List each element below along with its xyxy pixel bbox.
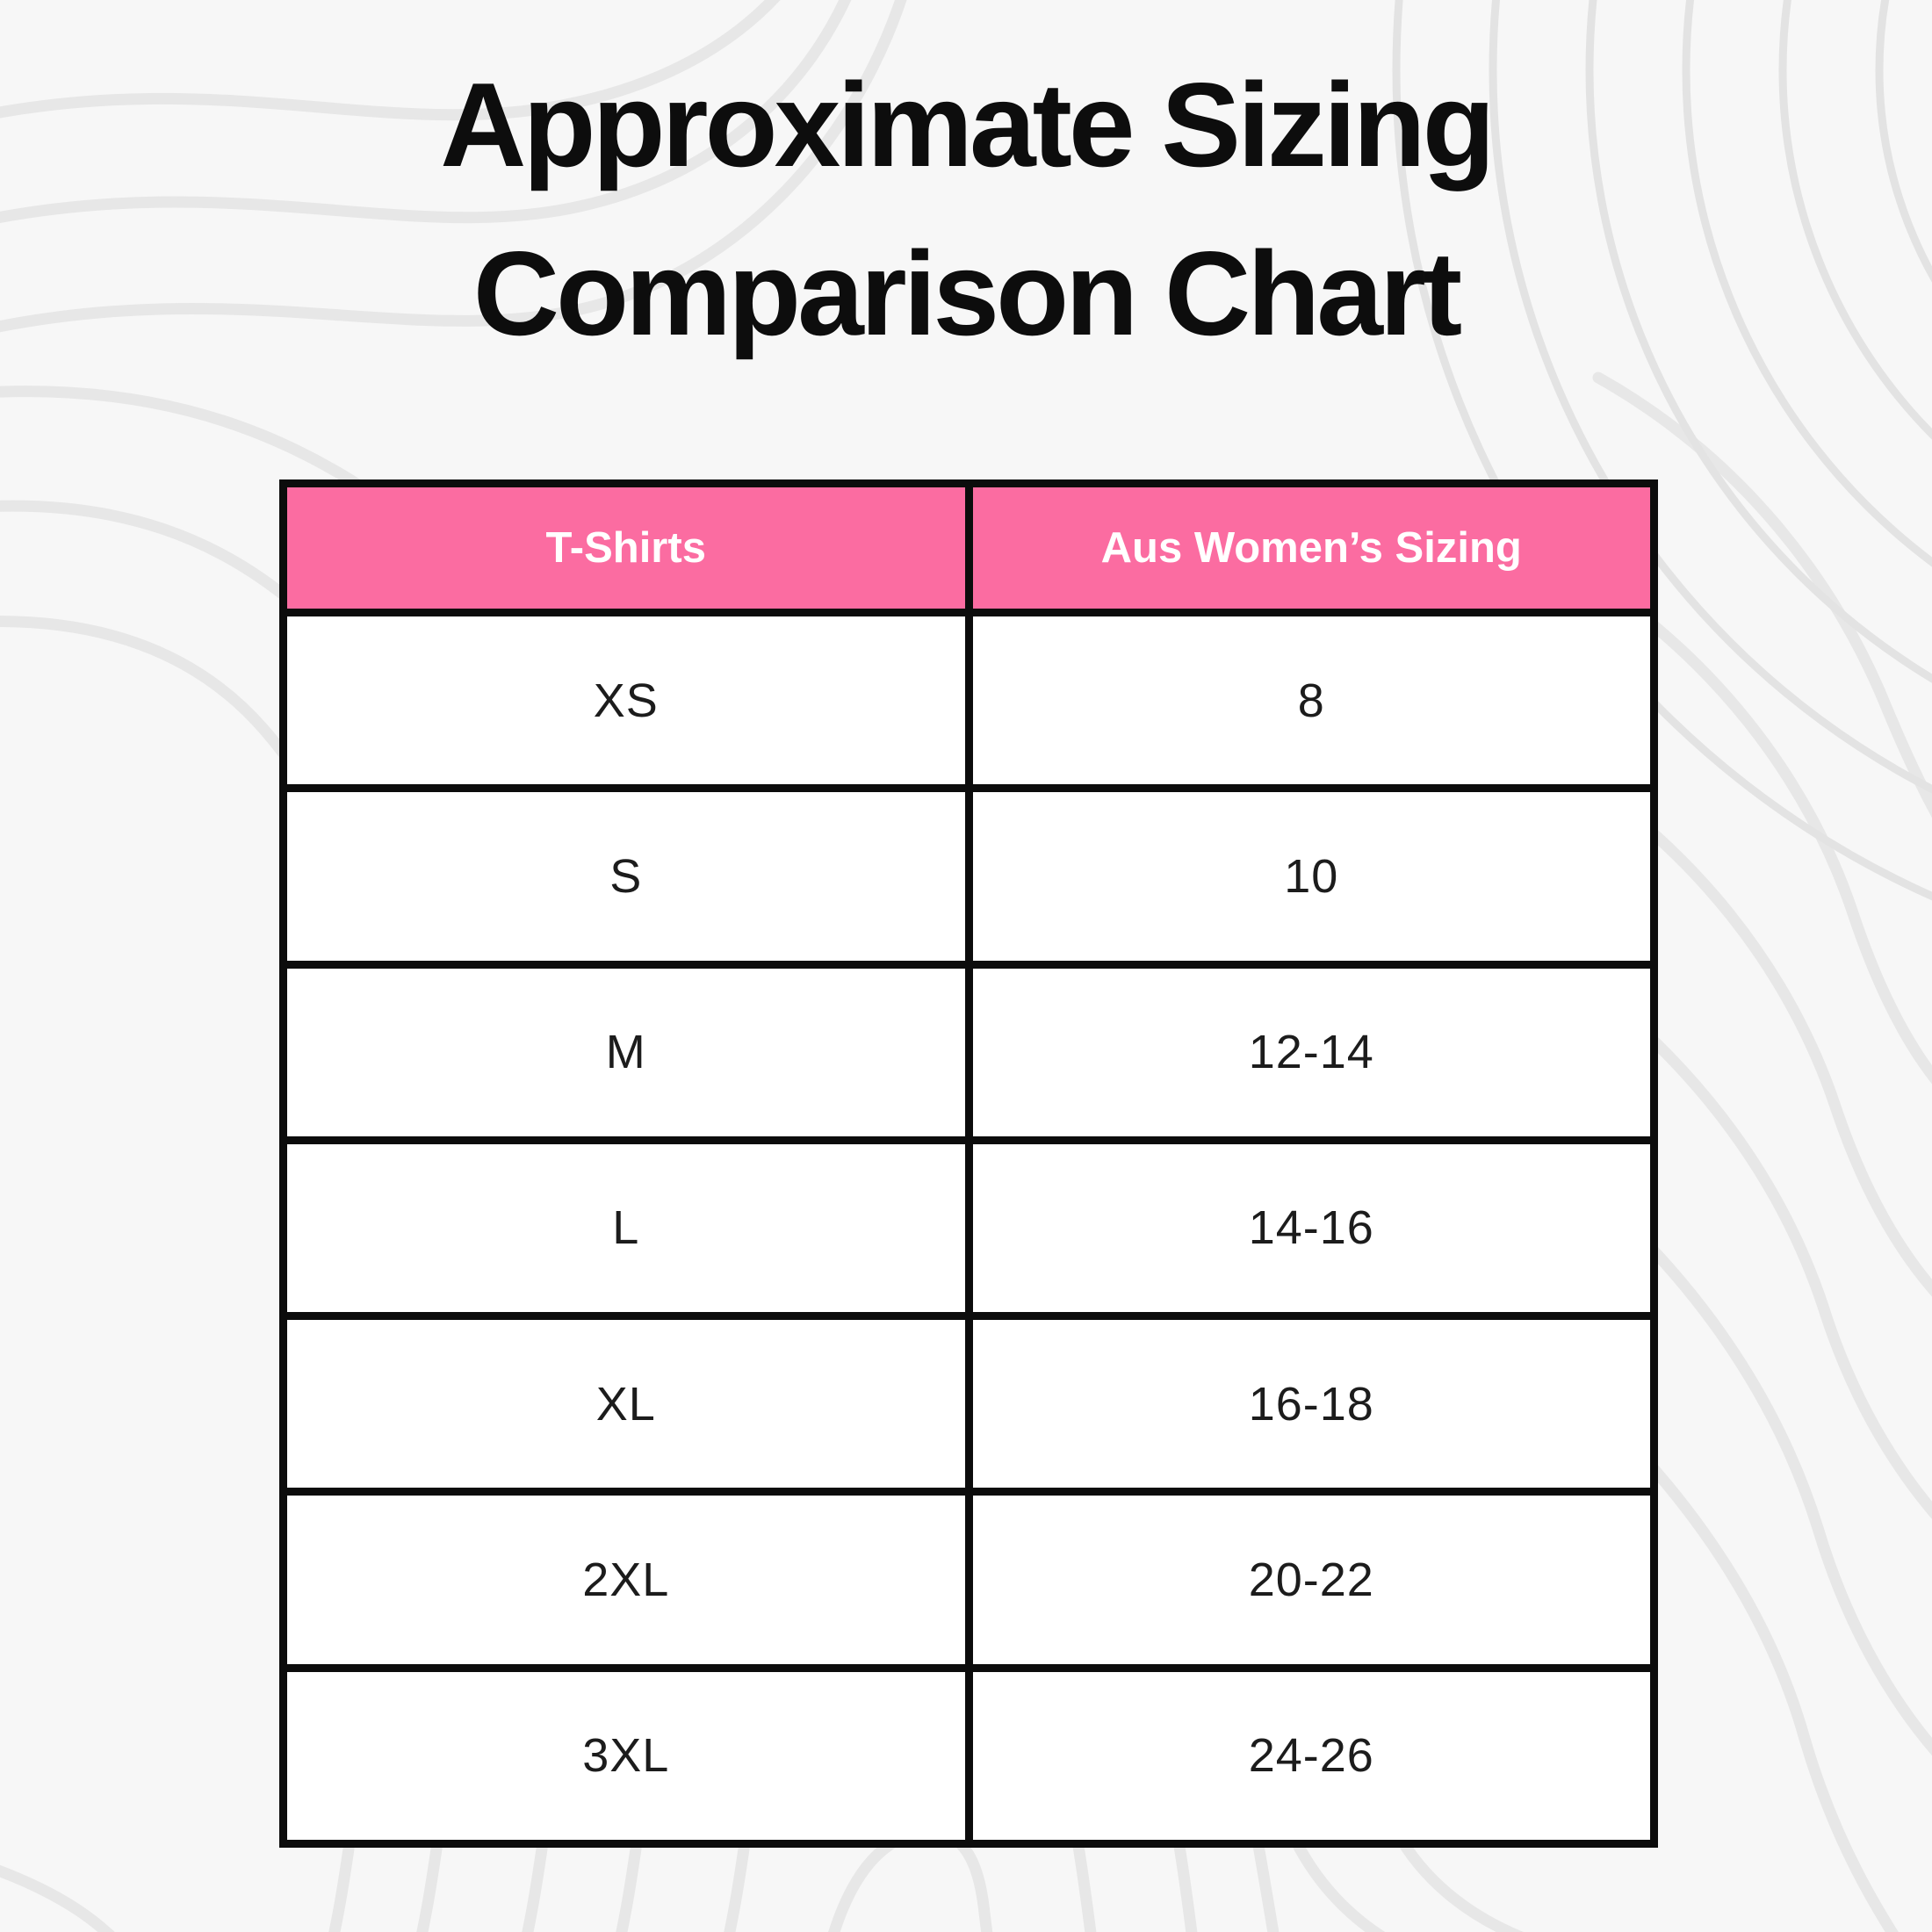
aus-size-cell: 14-16 [972, 1143, 1650, 1313]
aus-size-cell: 10 [972, 792, 1650, 961]
page-title: Approximate Sizing Comparison Chart [0, 40, 1932, 378]
aus-size-cell: 20-22 [972, 1496, 1650, 1664]
tshirt-size-cell: M [287, 968, 965, 1136]
aus-size-cell: 12-14 [972, 968, 1650, 1136]
sizing-comparison-table: T-Shirts Aus Women’s Sizing XS 8 S 10 M … [279, 479, 1658, 1848]
tshirt-size-cell: 3XL [287, 1671, 965, 1840]
aus-size-cell: 8 [972, 616, 1650, 785]
tshirt-size-cell: 2XL [287, 1496, 965, 1664]
tshirt-size-cell: S [287, 792, 965, 961]
tshirt-size-cell: L [287, 1143, 965, 1313]
column-header-aus-womens-sizing: Aus Women’s Sizing [972, 487, 1650, 609]
page-title-line2: Comparison Chart [472, 227, 1462, 360]
tshirt-size-cell: XS [287, 616, 965, 785]
column-header-tshirts: T-Shirts [287, 487, 965, 609]
page-title-line1: Approximate Sizing [440, 58, 1496, 191]
aus-size-cell: 24-26 [972, 1671, 1650, 1840]
tshirt-size-cell: XL [287, 1320, 965, 1489]
aus-size-cell: 16-18 [972, 1320, 1650, 1489]
